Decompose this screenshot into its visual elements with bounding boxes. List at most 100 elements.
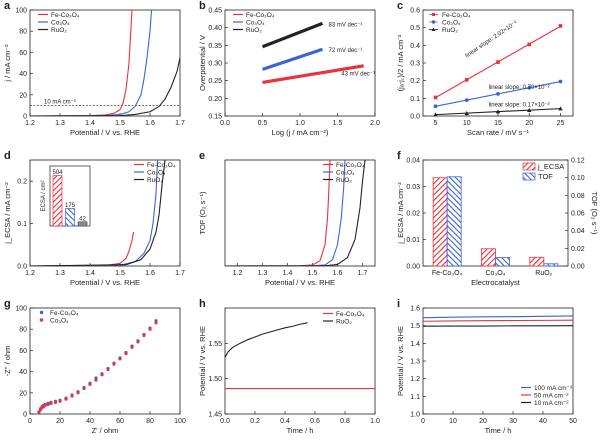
series-line-d-0 (30, 231, 135, 266)
y-tick-label: 1.3 (410, 359, 420, 366)
y-axis-label: -Z'' / ohm (3, 346, 12, 377)
x-tick-label: 1.5 (333, 120, 343, 127)
x-category-label: RuO₂ (535, 270, 552, 277)
legend-entry: RuO₂ (442, 27, 458, 34)
data-point-g-1-19 (124, 351, 128, 356)
y-tick-label: 0.2 (17, 179, 27, 186)
legend-entry: 100 mA cm⁻² (534, 385, 573, 392)
panel-g: g 0 20 40 60 80 100 0 20 40 60 80 100 Z' / ohm -Z'' / … (3, 298, 186, 435)
y-tick-label: 0 (23, 114, 27, 121)
y-axis-label: j / mA cm⁻² (3, 44, 12, 83)
y-axis-right-label: TOF (O₂ s⁻¹) (590, 192, 599, 235)
x-axis-label: Scan rate / mV s⁻¹ (467, 128, 529, 137)
y-tick-label: 100 (15, 8, 27, 15)
legend-entry: Fe-Co₃O₄ (246, 12, 275, 19)
legend-marker (39, 310, 44, 315)
data-point-c-0-4 (558, 24, 563, 28)
y-tick-label: 0.04 (406, 158, 420, 165)
panel-i: i 0 10 20 30 40 50 1.0 1.1 1.2 1.3 1.4 1.5 1.6 Time / … (396, 298, 577, 435)
data-point-g-1-16 (106, 367, 110, 372)
legend-entry: RuO₂ (336, 177, 352, 184)
x-axis-label: Time / h (485, 426, 512, 435)
data-point-c-2-0 (433, 112, 438, 117)
x-tick-label: 1.4 (283, 270, 293, 277)
x-tick-label: 1.0 (295, 120, 305, 127)
inset-bar-label: 175 (65, 203, 76, 209)
y-tick-label: 0.02 (406, 211, 420, 218)
x-tick-label: 40 (539, 418, 547, 425)
y-tick-label: 0.45 (208, 8, 222, 15)
y-tick-label: 20 (19, 390, 27, 397)
y-tick-label: 0 (23, 412, 27, 419)
data-point-g-1-12 (82, 386, 86, 391)
y-tick-label: 0.0 (17, 264, 27, 271)
x-tick-label: 1.5 (115, 270, 125, 277)
panel-label-d: d (4, 150, 11, 162)
x-tick-label: 1.4 (85, 120, 95, 127)
legend-entry: 50 mA cm⁻² (534, 393, 569, 400)
series-line-b-0 (262, 64, 365, 85)
x-tick-label: 1.5 (308, 270, 318, 277)
series-line-e-1 (225, 160, 346, 266)
data-point-g-1-10 (70, 394, 74, 398)
y-tick-label: 0.30 (208, 61, 222, 68)
data-point-g-1-22 (142, 333, 146, 338)
y-right-tick-label: 0.12 (571, 158, 585, 165)
legend-entry: RuO₂ (147, 177, 163, 184)
x-tick-label: 0 (421, 418, 425, 425)
x-tick-label: 1.2 (233, 270, 243, 277)
y-right-tick-label: 0.06 (571, 211, 585, 218)
plot-frame-g (29, 307, 181, 415)
y-tick-label: 0.2 (410, 78, 420, 85)
x-tick-label: 60 (116, 418, 124, 425)
y-tick-label: 0.3 (410, 61, 420, 68)
x-tick-label: 1.4 (85, 270, 95, 277)
legend-entry: Fe-Co₃O₄ (50, 310, 79, 317)
x-category-label: Fe-Co₃O₄ (432, 270, 463, 277)
legend-entry: Co₃O₄ (50, 318, 69, 325)
series-line-i-2 (423, 325, 573, 327)
y-axis-label: Potential / V vs. RHE (396, 326, 405, 396)
slope-label: linear slope: 0.70×10⁻² (489, 85, 550, 91)
x-axis-label: Time / h (287, 426, 314, 435)
data-point-c-1-2 (496, 92, 500, 96)
x-tick-label: 1.3 (55, 270, 65, 277)
legend-marker (39, 318, 44, 322)
y-tick-label: 0.1 (410, 96, 420, 103)
y-tick-label: 0.03 (406, 184, 420, 191)
data-point-g-1-4 (43, 403, 47, 408)
x-axis-label: Log (j / mA cm⁻²) (272, 128, 329, 137)
x-tick-label: 1.7 (175, 120, 185, 127)
legend-entry: Co₃O₄ (246, 20, 265, 27)
legend-entry: Fe-Co₃O₄ (336, 162, 365, 169)
slope-label: 72 mV dec⁻¹ (329, 48, 363, 54)
y-axis-label: j_ECSA / mA cm⁻² (3, 182, 12, 245)
y-tick-label: 1.0 (410, 412, 420, 419)
x-tick-label: 2.0 (370, 120, 380, 127)
x-tick-label: 0.8 (340, 418, 350, 425)
data-point-g-1-23 (148, 327, 152, 331)
x-tick-label: 1.5 (115, 120, 125, 127)
data-point-c-0-0 (433, 95, 438, 100)
y-tick-label: 0.25 (208, 78, 222, 85)
bar-1-2 (543, 263, 559, 267)
y-right-tick-label: 0.08 (571, 193, 585, 200)
y-tick-label: 1.55 (208, 341, 222, 348)
inset-bar-1 (65, 208, 75, 227)
x-tick-label: 0 (28, 418, 32, 425)
y-axis-label: Potential / V vs. RHE (198, 326, 207, 396)
x-tick-label: 0.5 (258, 120, 268, 127)
y-tick-label: 0.01 (406, 237, 420, 244)
legend-entry: Co₃O₄ (336, 170, 355, 177)
y-tick-label: 40 (19, 71, 27, 78)
x-tick-label: 1.7 (175, 270, 185, 277)
x-axis-label: Potential / V vs. RHE (265, 278, 335, 287)
data-point-g-1-21 (136, 340, 140, 344)
data-point-g-1-20 (130, 345, 134, 349)
y-tick-label: 100 (15, 306, 27, 313)
inset-y-label: ECSA / cm² (41, 180, 47, 211)
x-tick-label: 1.7 (358, 270, 368, 277)
data-point-c-2-2 (495, 109, 501, 114)
data-point-g-1-11 (76, 391, 80, 395)
x-tick-label: 1.6 (145, 270, 155, 277)
